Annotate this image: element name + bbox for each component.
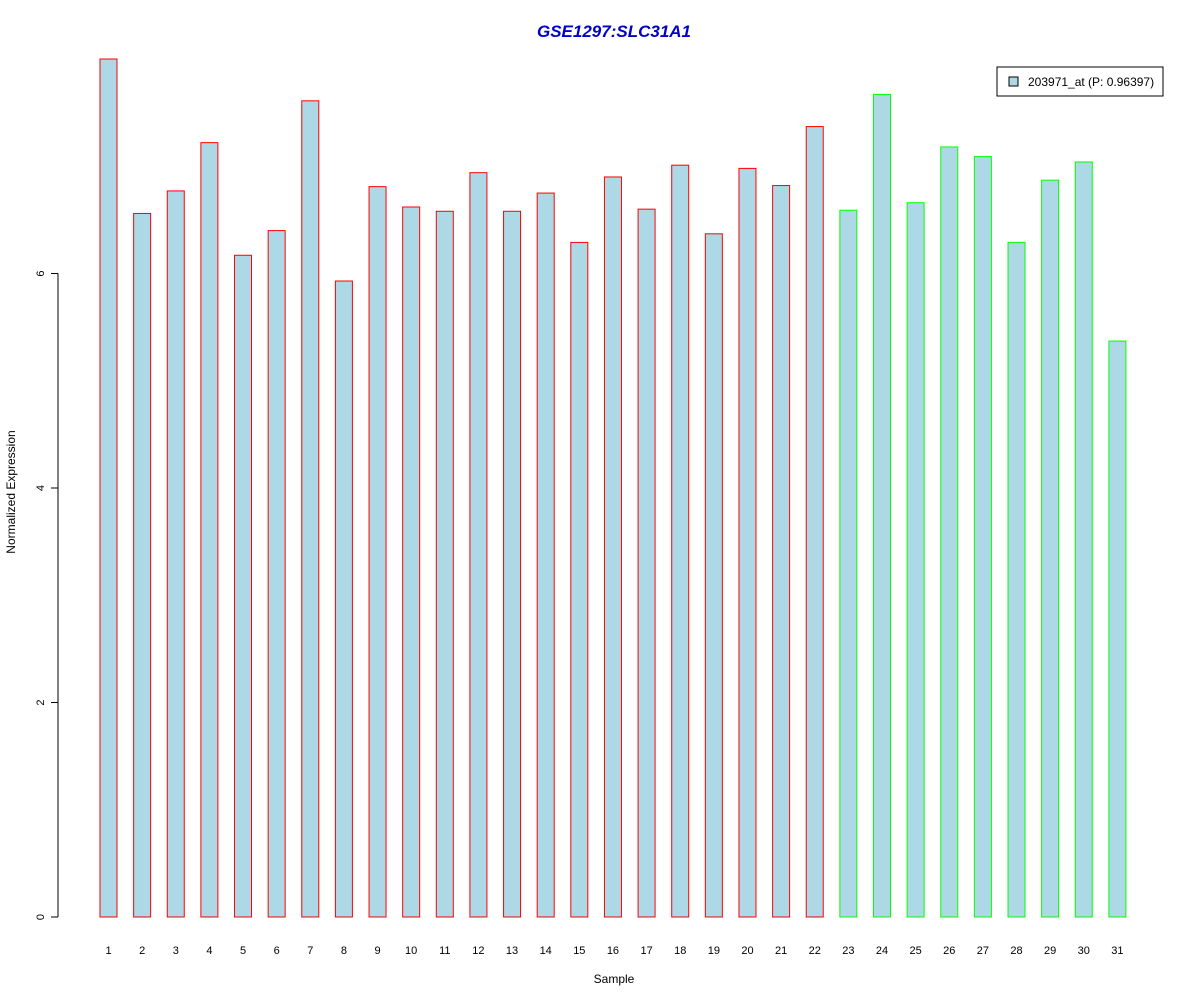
bar-sample-8 bbox=[334, 280, 353, 918]
x-tick-label: 30 bbox=[1078, 945, 1090, 957]
x-tick-label: 23 bbox=[842, 945, 854, 957]
x-tick-label: 28 bbox=[1010, 945, 1022, 957]
x-tick-label: 20 bbox=[741, 945, 753, 957]
x-tick-labels: 1 2 3 4 5 6 7 8 9 10 11 12 13 14 15 16 17 18 19 20 21 22 23 24 2… bbox=[105, 945, 1123, 957]
y-tick-label: 0 bbox=[35, 914, 47, 920]
bar-sample-29 bbox=[1041, 179, 1060, 918]
bar-sample-13 bbox=[503, 210, 522, 918]
x-tick-label: 7 bbox=[307, 945, 313, 957]
bar-sample-25 bbox=[906, 202, 925, 918]
x-tick-label: 11 bbox=[439, 945, 450, 957]
x-tick-label: 3 bbox=[173, 945, 179, 957]
x-tick-label: 15 bbox=[573, 945, 585, 957]
x-tick-label: 16 bbox=[607, 945, 619, 957]
bar-sample-9 bbox=[368, 186, 387, 918]
x-tick-label: 17 bbox=[640, 945, 652, 957]
x-tick-label: 8 bbox=[341, 945, 347, 957]
bar-sample-15 bbox=[570, 241, 589, 918]
bar-sample-18 bbox=[671, 164, 690, 918]
x-tick-label: 12 bbox=[472, 945, 484, 957]
x-tick-label: 29 bbox=[1044, 945, 1056, 957]
bar-sample-21 bbox=[772, 185, 791, 918]
x-tick-label: 27 bbox=[977, 945, 989, 957]
legend-label: 203971_at (P: 0.96397) bbox=[1028, 75, 1154, 89]
bar-sample-23 bbox=[839, 209, 858, 918]
bar-sample-4 bbox=[200, 142, 219, 918]
bar-sample-24 bbox=[872, 93, 891, 918]
bar-sample-12 bbox=[469, 172, 488, 918]
bar-sample-7 bbox=[301, 100, 320, 918]
x-tick-label: 14 bbox=[540, 945, 552, 957]
x-tick-label: 6 bbox=[274, 945, 280, 957]
x-tick-label: 21 bbox=[775, 945, 787, 957]
bar-sample-1 bbox=[99, 58, 118, 918]
x-tick-label: 25 bbox=[909, 945, 921, 957]
bar-sample-22 bbox=[805, 126, 824, 918]
x-tick-label: 1 bbox=[105, 945, 111, 957]
y-tick-label: 4 bbox=[35, 485, 47, 491]
bar-sample-28 bbox=[1007, 241, 1026, 918]
legend: 203971_at (P: 0.96397) bbox=[996, 66, 1164, 97]
bars-group bbox=[99, 58, 1127, 918]
bar-sample-11 bbox=[435, 210, 454, 918]
x-tick-label: 24 bbox=[876, 945, 888, 957]
x-tick-label: 4 bbox=[206, 945, 212, 957]
bar-sample-16 bbox=[603, 176, 622, 918]
x-tick-label: 5 bbox=[240, 945, 246, 957]
y-axis: 0 2 4 6 bbox=[35, 270, 59, 920]
x-tick-label: 19 bbox=[708, 945, 720, 957]
legend-box bbox=[996, 66, 1164, 97]
x-tick-label: 2 bbox=[139, 945, 145, 957]
bar-sample-2 bbox=[133, 212, 152, 918]
bar-sample-10 bbox=[402, 206, 421, 918]
bar-sample-26 bbox=[940, 146, 959, 918]
bar-sample-27 bbox=[973, 156, 992, 918]
chart-title: GSE1297:SLC31A1 bbox=[537, 22, 691, 41]
legend-swatch bbox=[1008, 76, 1019, 87]
y-axis-label: Normalized Expression bbox=[4, 430, 18, 553]
x-tick-label: 31 bbox=[1111, 945, 1123, 957]
x-tick-label: 18 bbox=[674, 945, 686, 957]
x-tick-label: 26 bbox=[943, 945, 955, 957]
x-axis-label: Sample bbox=[594, 972, 635, 986]
y-tick-label: 2 bbox=[35, 699, 47, 705]
bar-sample-19 bbox=[704, 233, 723, 918]
x-tick-label: 13 bbox=[506, 945, 518, 957]
x-tick-label: 22 bbox=[809, 945, 821, 957]
bar-sample-20 bbox=[738, 167, 757, 918]
bar-sample-5 bbox=[234, 254, 253, 918]
bar-sample-31 bbox=[1108, 340, 1127, 918]
bar-sample-30 bbox=[1074, 161, 1093, 918]
bar-sample-17 bbox=[637, 208, 656, 918]
x-tick-label: 9 bbox=[374, 945, 380, 957]
x-tick-label: 10 bbox=[405, 945, 417, 957]
bar-sample-6 bbox=[267, 230, 286, 918]
bar-sample-14 bbox=[536, 192, 555, 918]
y-tick-label: 6 bbox=[35, 270, 47, 276]
bar-sample-3 bbox=[166, 190, 185, 918]
